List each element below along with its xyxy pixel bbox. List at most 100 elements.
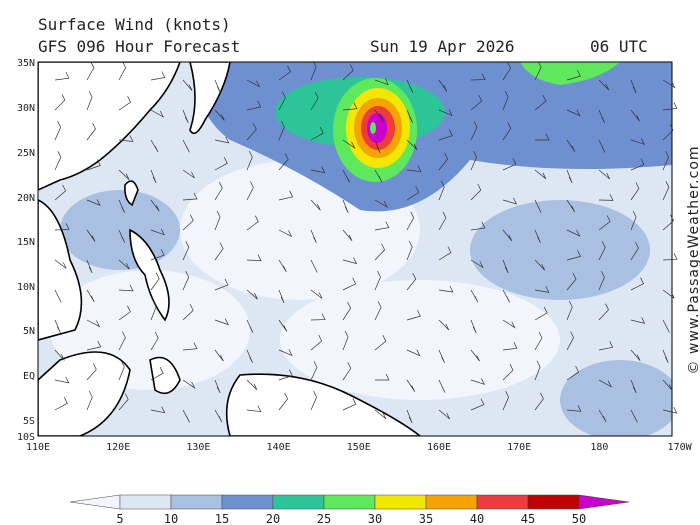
wind-barb	[214, 136, 230, 144]
wind-barb	[566, 169, 573, 184]
wind-barb	[406, 240, 413, 261]
wind-barb	[150, 248, 165, 261]
lat-label: 15N	[17, 237, 35, 248]
wind-barb	[54, 93, 66, 111]
wind-barb	[54, 259, 67, 269]
wind-barb	[566, 229, 581, 237]
wind-barb	[502, 342, 518, 351]
colorbar-segment	[425, 494, 478, 510]
colorbar-tick-label: 50	[572, 512, 586, 525]
wind-barb	[662, 319, 670, 333]
lon-label: 150E	[347, 442, 371, 453]
wind-barb	[214, 79, 221, 94]
wind-barb	[182, 342, 198, 351]
wind-barb	[470, 121, 478, 141]
watermark: © www.PassageWeather.com	[686, 145, 700, 374]
wind-barb	[214, 157, 228, 171]
wind-barb	[182, 304, 194, 321]
wind-barb	[150, 199, 160, 212]
wind-barb	[310, 313, 326, 321]
map	[37, 61, 673, 437]
wind-barb	[662, 151, 669, 171]
wind-barb	[278, 259, 287, 273]
wind-barb	[406, 379, 416, 392]
wind-barb	[374, 243, 386, 261]
wind-barb	[375, 373, 390, 381]
wind-barb	[566, 69, 581, 81]
wind-barb	[662, 379, 673, 391]
colorbar-tick-label: 25	[317, 512, 331, 525]
wind-barb	[118, 284, 134, 292]
wind-barb	[630, 79, 637, 94]
wind-barb	[534, 392, 544, 411]
wind-barb	[470, 398, 485, 411]
wind-barb	[502, 319, 516, 329]
wind-barb	[470, 151, 477, 171]
wind-barb	[630, 182, 640, 201]
wind-barb	[214, 210, 221, 231]
wind-barb	[246, 349, 253, 363]
wind-barb	[182, 79, 193, 91]
wind-barb	[534, 259, 546, 271]
wind-barb	[246, 289, 258, 300]
wind-barb	[118, 229, 126, 243]
wind-barb	[118, 169, 130, 180]
land-borneo	[38, 351, 131, 436]
wind-barb	[86, 363, 97, 381]
wind-barb	[598, 270, 605, 291]
lon-label: 110E	[26, 442, 50, 453]
wind-barb	[278, 319, 288, 332]
storm-ring	[367, 113, 387, 143]
wind-barb	[534, 306, 548, 321]
wind-barb	[470, 259, 484, 269]
wind-barb	[598, 341, 614, 351]
wind-barb	[630, 277, 644, 291]
wind-barb	[150, 109, 165, 118]
wind-barb	[406, 139, 418, 151]
wind-barb	[470, 221, 486, 231]
wind-area	[520, 62, 620, 85]
wind-barb	[630, 379, 637, 394]
wind-barb	[86, 289, 95, 303]
wind-barb	[54, 72, 70, 81]
wind-barb	[246, 123, 257, 141]
wind-barb	[54, 397, 68, 411]
wind-barb	[54, 151, 62, 171]
wind-barb	[118, 96, 132, 111]
wind-barb	[310, 361, 318, 381]
colorbar-tick-label: 10	[164, 512, 178, 525]
wind-barb	[342, 102, 358, 111]
wind-barb	[534, 95, 547, 111]
wind-barb	[374, 199, 388, 208]
wind-barb	[470, 94, 483, 111]
wind-barb	[342, 302, 352, 321]
wind-barb	[182, 169, 195, 179]
wind-barb	[470, 73, 486, 81]
wind-barb	[534, 169, 547, 180]
wind-barb	[86, 390, 93, 411]
wind-barb	[374, 270, 381, 291]
lat-label: EQ	[23, 371, 35, 382]
wind-barb	[278, 190, 294, 201]
wind-barb	[214, 242, 224, 261]
wind-barb	[86, 319, 101, 328]
wind-barb	[278, 65, 291, 81]
wind-barb	[662, 253, 678, 261]
wind-barb	[630, 158, 645, 171]
colorbar-segment	[170, 494, 223, 510]
wind-barb	[342, 139, 356, 149]
wind-barb	[54, 289, 62, 303]
wind-barb	[86, 159, 101, 171]
colorbar-tick-label: 45	[521, 512, 535, 525]
wind-barb	[118, 331, 126, 351]
wind-barb	[662, 349, 669, 364]
colorbar-tick-label: 40	[470, 512, 484, 525]
wind-barb	[534, 286, 550, 293]
land-new-guinea	[225, 373, 422, 436]
wind-barb	[406, 186, 420, 201]
wind-barb	[54, 184, 67, 201]
lon-label: 170E	[507, 442, 531, 453]
wind-barb	[246, 379, 258, 391]
wind-barb	[150, 367, 164, 381]
lat-label: 10N	[17, 282, 35, 293]
